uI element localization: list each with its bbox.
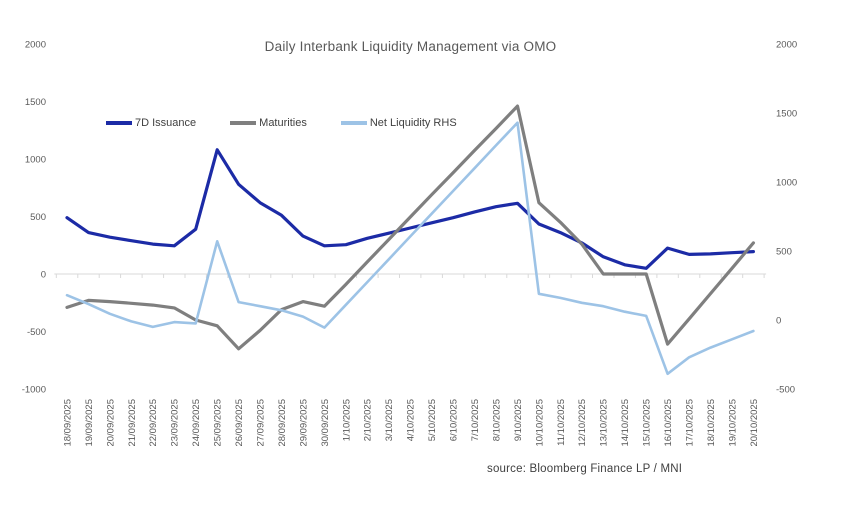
right-axis-tick-label: -500	[776, 384, 795, 395]
x-axis-date-label: 3/10/2025	[384, 399, 395, 441]
x-axis-date-label: 27/09/2025	[256, 399, 267, 447]
left-axis-tick-label: 1000	[25, 154, 46, 165]
x-axis-date-label: 5/10/2025	[427, 399, 438, 441]
legend-item-7d-issuance: 7D Issuance	[106, 117, 196, 129]
x-axis-date-label: 20/10/2025	[749, 399, 760, 447]
right-axis-tick-label: 1000	[776, 177, 797, 188]
x-axis-date-label: 23/09/2025	[170, 399, 181, 447]
right-axis-tick-label: 2000	[776, 39, 797, 50]
left-axis-tick-label: -1000	[22, 384, 46, 395]
left-axis-tick-label: 2000	[25, 39, 46, 50]
left-axis-tick-label: 500	[30, 212, 46, 223]
series-line-net-liquidity-rhs	[65, 121, 755, 376]
x-axis-date-label: 30/09/2025	[320, 399, 331, 447]
x-axis-date-label: 9/10/2025	[513, 399, 524, 441]
x-axis-date-label: 18/10/2025	[706, 399, 717, 447]
x-axis-date-label: 22/09/2025	[148, 399, 159, 447]
x-axis-date-label: 13/10/2025	[599, 399, 610, 447]
legend-swatch-maturities	[230, 121, 257, 125]
x-axis-date-label: 20/09/2025	[105, 399, 116, 447]
x-axis-date-label: 15/10/2025	[642, 399, 653, 447]
x-axis-date-label: 12/10/2025	[577, 399, 588, 447]
left-axis-tick-label: 0	[41, 269, 46, 280]
x-axis-date-label: 10/10/2025	[534, 399, 545, 447]
x-axis-date-label: 4/10/2025	[406, 399, 417, 441]
right-axis-tick-label: 500	[776, 246, 792, 257]
left-axis-tick-label: 1500	[25, 97, 46, 108]
x-axis-date-label: 26/09/2025	[234, 399, 245, 447]
x-axis-date-label: 21/09/2025	[127, 399, 138, 447]
legend-item-maturities: Maturities	[230, 117, 307, 129]
x-axis-date-label: 18/09/2025	[62, 399, 73, 447]
x-axis-date-label: 2/10/2025	[363, 399, 374, 441]
x-axis-date-label: 7/10/2025	[470, 399, 481, 441]
x-axis-date-label: 11/10/2025	[556, 399, 567, 446]
legend-item-net-liquidity: Net Liquidity RHS	[340, 117, 457, 129]
left-axis-tick-label: -500	[27, 327, 46, 338]
x-axis-date-label: 16/10/2025	[663, 399, 674, 447]
x-axis-date-label: 28/09/2025	[277, 399, 288, 447]
legend-label-7d-issuance: 7D Issuance	[135, 117, 197, 129]
x-axis-date-label: 19/10/2025	[727, 399, 738, 447]
legend: 7D Issuance Maturities Net Liquidity RHS	[106, 116, 457, 130]
right-axis-tick-label: 1500	[776, 108, 797, 119]
source-note: source: Bloomberg Finance LP / MNI	[487, 463, 683, 475]
legend-swatch-net-liquidity	[340, 121, 367, 125]
x-axis-date-label: 25/09/2025	[213, 399, 224, 447]
x-axis-date-label: 1/10/2025	[341, 399, 352, 441]
x-axis-date-label: 14/10/2025	[620, 399, 631, 447]
x-axis-date-label: 24/09/2025	[191, 399, 202, 447]
chart-title: Daily Interbank Liquidity Management via…	[264, 39, 557, 54]
x-axis-date-label: 8/10/2025	[491, 399, 502, 441]
legend-label-maturities: Maturities	[259, 117, 307, 129]
x-axis-date-label: 29/09/2025	[298, 399, 309, 447]
series-line-7d-issuance	[65, 148, 756, 270]
legend-label-net-liquidity: Net Liquidity RHS	[369, 117, 457, 129]
x-axis-date-label: 6/10/2025	[449, 399, 460, 441]
right-axis-tick-label: 0	[776, 315, 781, 326]
series-line-maturities	[65, 104, 756, 351]
x-axis-date-label: 19/09/2025	[84, 399, 95, 447]
legend-swatch-7d-issuance	[106, 121, 132, 125]
x-axis-date-label: 17/10/2025	[685, 399, 696, 447]
